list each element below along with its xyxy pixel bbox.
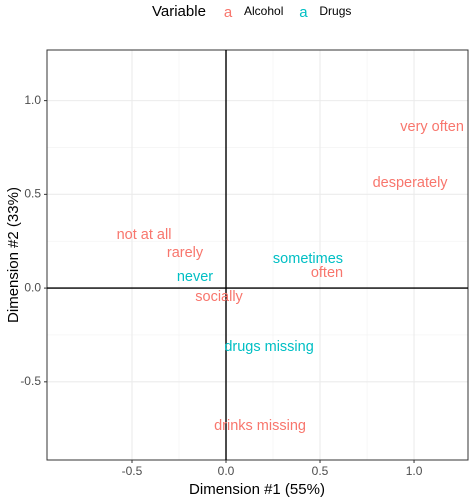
x-tick-label: 1.0 [406, 464, 423, 478]
y-axis-title: Dimension #2 (33%) [5, 187, 22, 323]
x-axis-title: Dimension #1 (55%) [189, 481, 325, 498]
point-label: rarely [167, 245, 204, 261]
y-tick-label: 1.0 [24, 93, 41, 107]
panel-border [46, 49, 469, 461]
x-tick-label: -0.5 [122, 464, 143, 478]
point-label: desperately [373, 175, 449, 191]
point-label: sometimes [273, 251, 343, 267]
legend-title: Variable [152, 3, 206, 20]
point-label: drugs missing [224, 339, 313, 355]
point-label: socially [195, 289, 243, 305]
y-tick-label: 0.5 [24, 187, 41, 201]
point-label: drinks missing [214, 418, 306, 434]
point-label: not at all [117, 227, 172, 243]
x-tick-label: 0.5 [312, 464, 329, 478]
point-label: often [311, 265, 343, 281]
legend-key: a [299, 4, 308, 21]
point-label: never [177, 269, 213, 285]
legend-label: Alcohol [244, 4, 283, 18]
y-tick-label: -0.5 [20, 374, 41, 388]
legend-label: Drugs [319, 4, 351, 18]
legend-key: a [224, 4, 233, 21]
x-tick-label: 0.0 [218, 464, 235, 478]
grid [47, 50, 468, 460]
y-tick-label: 0.0 [24, 280, 41, 294]
point-label: very often [400, 119, 464, 135]
